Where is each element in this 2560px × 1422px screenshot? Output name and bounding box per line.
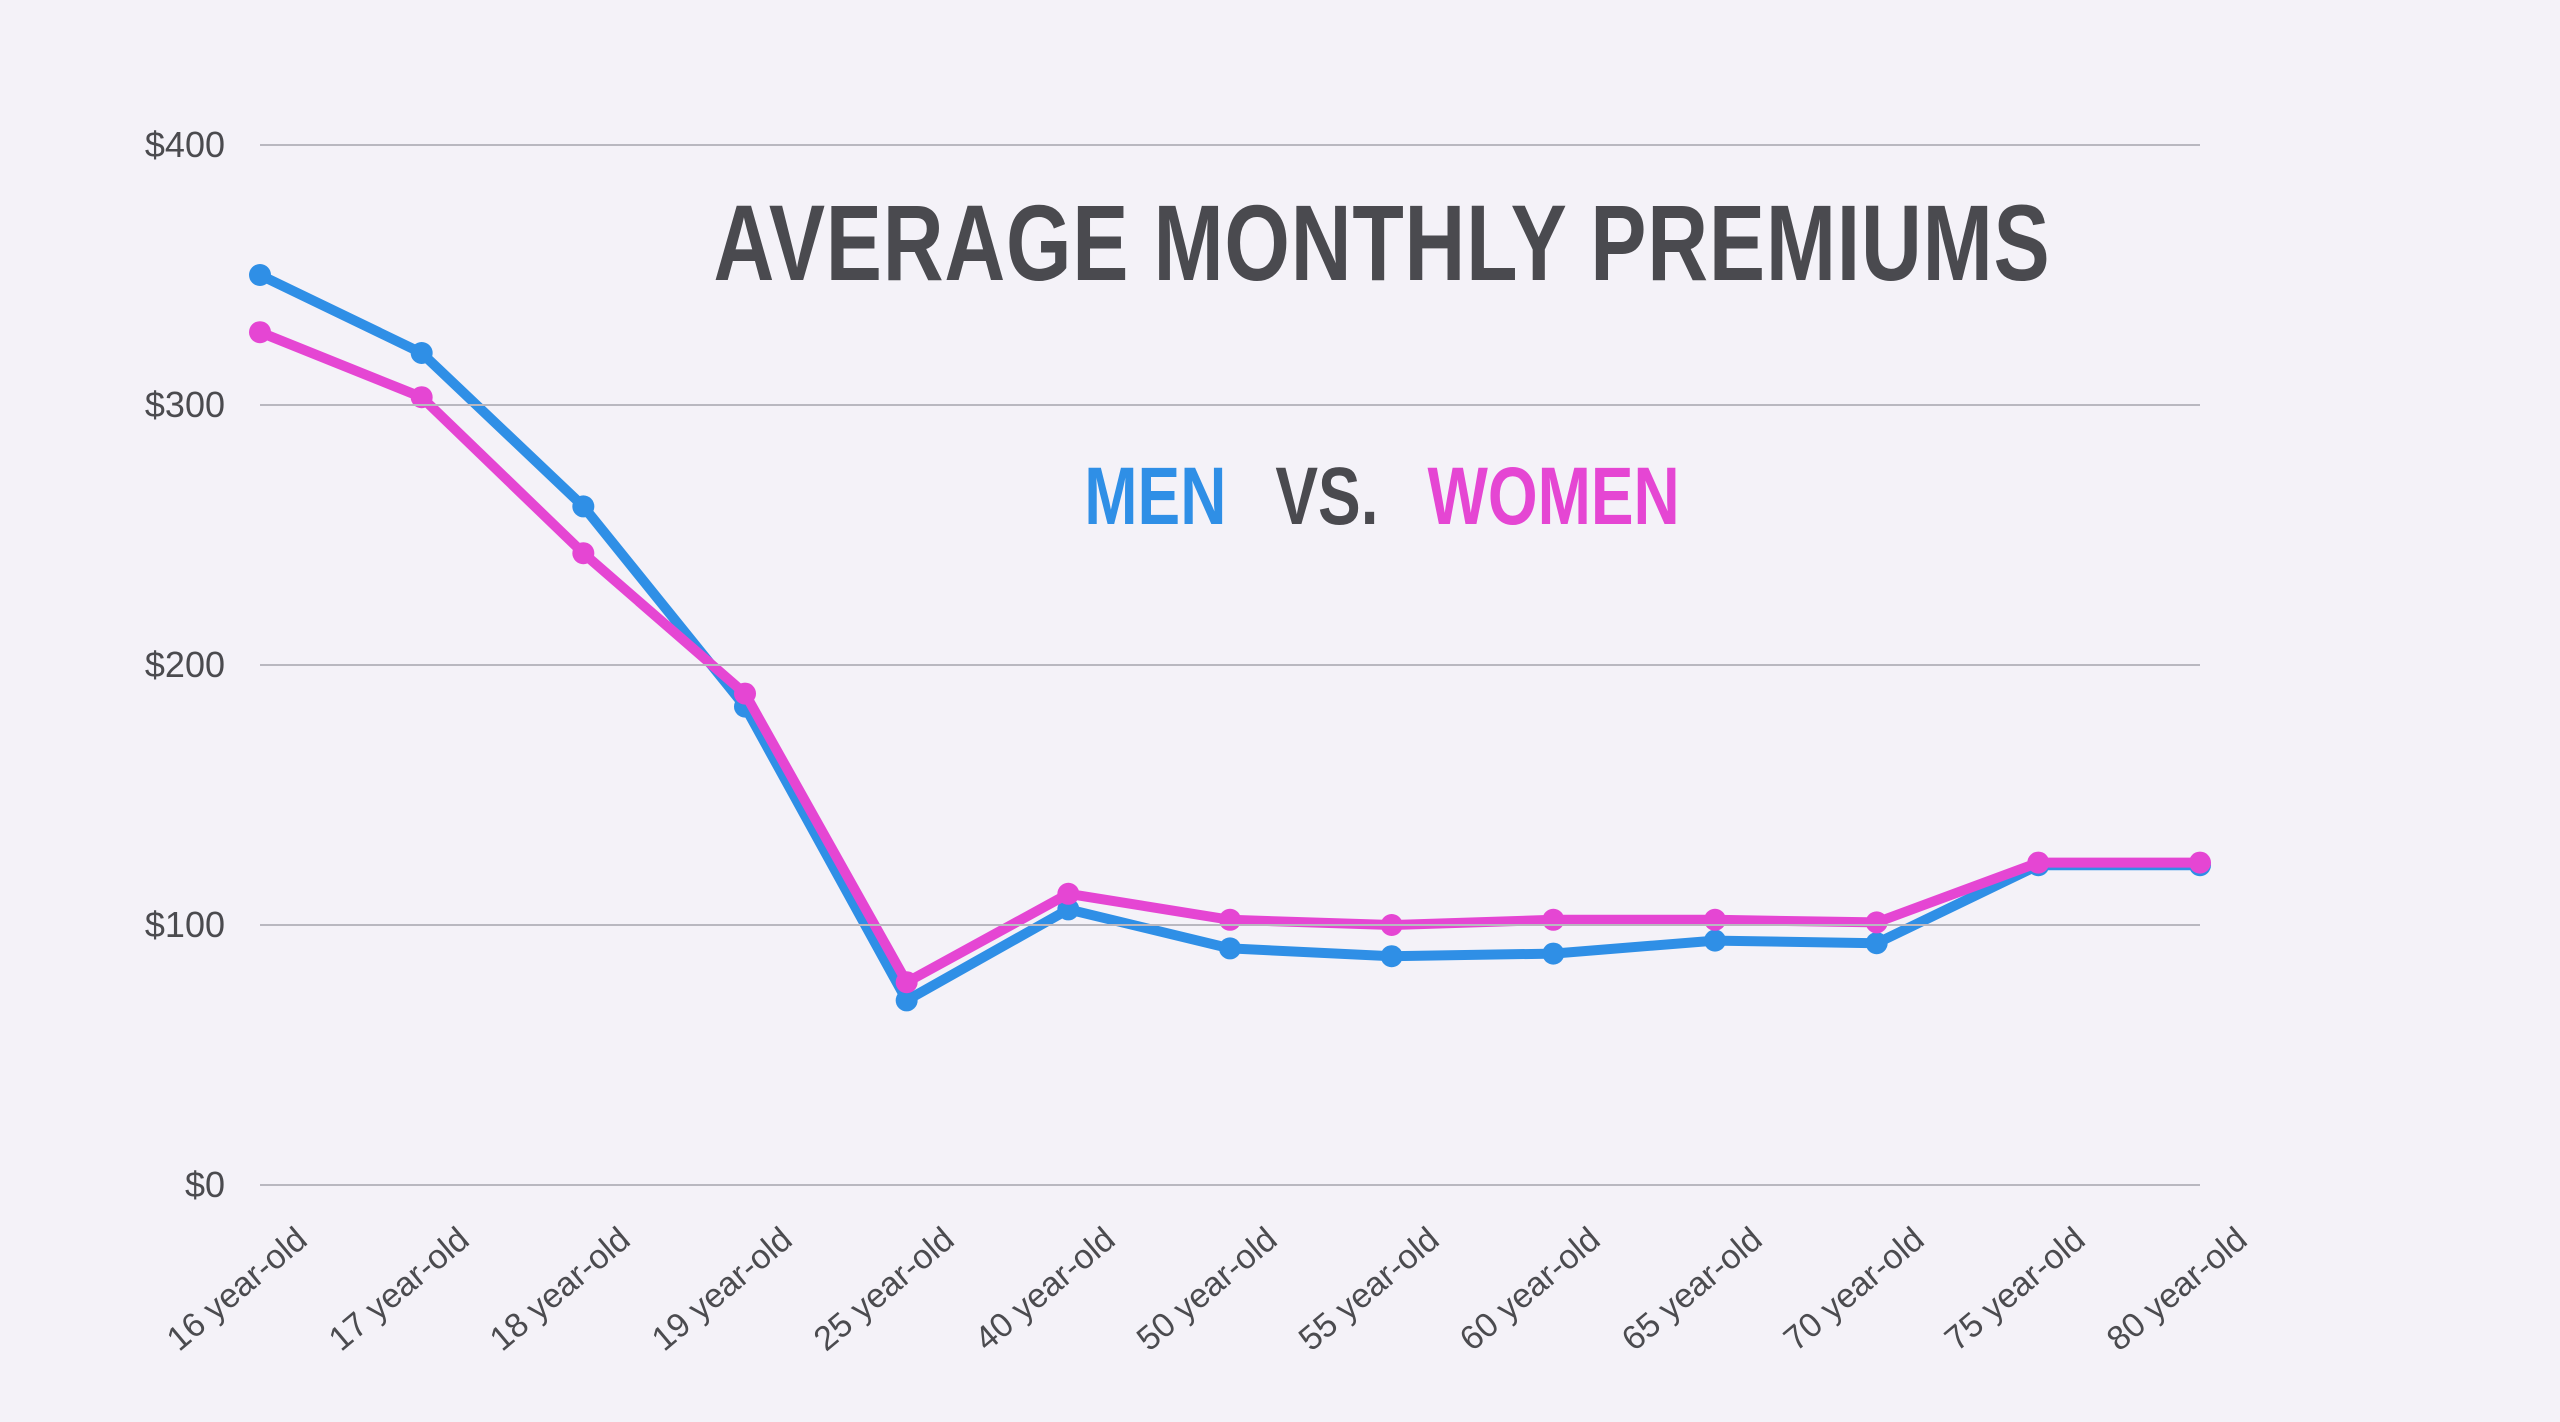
x-axis-label: 25 year-old — [806, 1220, 961, 1359]
gridline — [260, 144, 2200, 146]
x-axis-label: 50 year-old — [1130, 1220, 1285, 1359]
series-marker-women — [1704, 909, 1726, 931]
y-axis-label: $0 — [105, 1164, 225, 1206]
x-axis-label: 16 year-old — [160, 1220, 315, 1359]
series-marker-men — [1866, 932, 1888, 954]
legend-women: WOMEN — [1428, 450, 1680, 544]
x-axis-label: 70 year-old — [1776, 1220, 1931, 1359]
series-marker-men — [1542, 943, 1564, 965]
series-line-women — [260, 332, 2200, 982]
series-marker-women — [896, 971, 918, 993]
y-axis-label: $300 — [105, 384, 225, 426]
gridline — [260, 1184, 2200, 1186]
series-marker-men — [1381, 945, 1403, 967]
series-marker-women — [2189, 852, 2211, 874]
series-marker-women — [1057, 883, 1079, 905]
gridline — [260, 924, 2200, 926]
x-axis-label: 75 year-old — [1938, 1220, 2093, 1359]
x-axis-label: 80 year-old — [2100, 1220, 2255, 1359]
x-axis-label: 55 year-old — [1291, 1220, 1446, 1359]
legend-vs: VS. — [1276, 450, 1379, 544]
series-marker-men — [1704, 930, 1726, 952]
series-marker-men — [411, 342, 433, 364]
x-axis-label: 65 year-old — [1615, 1220, 1770, 1359]
series-marker-women — [249, 321, 271, 343]
series-marker-women — [1219, 909, 1241, 931]
series-line-men — [260, 275, 2200, 1000]
series-marker-men — [249, 264, 271, 286]
gridline — [260, 664, 2200, 666]
gridline — [260, 404, 2200, 406]
y-axis-label: $200 — [105, 644, 225, 686]
series-marker-women — [734, 683, 756, 705]
series-marker-women — [1866, 911, 1888, 933]
x-axis-label: 18 year-old — [483, 1220, 638, 1359]
series-marker-men — [1219, 937, 1241, 959]
legend-men: MEN — [1085, 450, 1227, 544]
chart-title-text: AVERAGE MONTHLY PREMIUMS — [714, 182, 2051, 303]
chart-subtitle: MEN VS. WOMEN — [1085, 450, 1680, 544]
series-marker-women — [1542, 909, 1564, 931]
y-axis-label: $400 — [105, 124, 225, 166]
x-axis-label: 19 year-old — [645, 1220, 800, 1359]
x-axis-label: 60 year-old — [1453, 1220, 1608, 1359]
chart-title: AVERAGE MONTHLY PREMIUMS — [714, 180, 2051, 305]
series-marker-men — [572, 495, 594, 517]
chart-root: $0 $100 $200 $300 $400 16 year-old17 year-old… — [0, 0, 2560, 1422]
y-axis-label: $100 — [105, 904, 225, 946]
x-axis-label: 40 year-old — [968, 1220, 1123, 1359]
x-axis-label: 17 year-old — [321, 1220, 476, 1359]
series-marker-women — [572, 542, 594, 564]
series-marker-women — [2027, 852, 2049, 874]
